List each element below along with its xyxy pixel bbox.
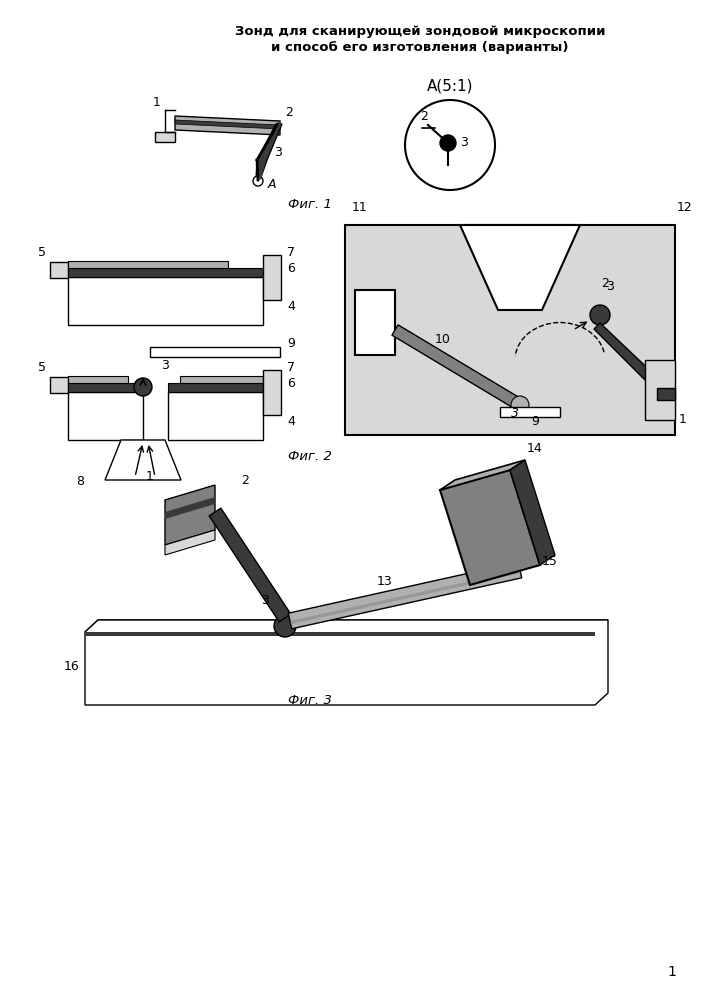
Circle shape <box>590 305 610 325</box>
Text: Фиг. 2: Фиг. 2 <box>288 450 332 464</box>
Text: 8: 8 <box>76 475 84 488</box>
Text: А: А <box>268 178 276 190</box>
Polygon shape <box>175 116 280 135</box>
Polygon shape <box>85 632 595 636</box>
Bar <box>500 407 560 417</box>
Text: Фиг. 1: Фиг. 1 <box>288 198 332 212</box>
Text: 3: 3 <box>606 280 614 293</box>
Text: 16: 16 <box>64 660 80 673</box>
Bar <box>168 392 263 440</box>
Polygon shape <box>209 508 291 622</box>
Text: 14: 14 <box>527 442 543 455</box>
Text: 2: 2 <box>420 110 428 123</box>
Text: 5: 5 <box>38 246 46 259</box>
Text: 1: 1 <box>667 965 677 979</box>
Bar <box>150 347 280 357</box>
Bar <box>50 377 68 393</box>
Text: 3: 3 <box>261 594 269 607</box>
Text: 7: 7 <box>287 246 295 259</box>
Text: 4: 4 <box>287 415 295 428</box>
Bar <box>68 277 263 325</box>
Bar <box>68 376 128 383</box>
Polygon shape <box>165 497 215 519</box>
Polygon shape <box>165 530 215 555</box>
Circle shape <box>405 100 495 190</box>
Polygon shape <box>440 460 525 490</box>
Polygon shape <box>85 620 608 705</box>
Text: 6: 6 <box>287 262 295 275</box>
Text: 3: 3 <box>460 136 468 149</box>
Text: 7: 7 <box>287 361 295 374</box>
Polygon shape <box>105 440 181 480</box>
Text: 1: 1 <box>153 97 161 109</box>
Text: А(5:1): А(5:1) <box>427 79 473 94</box>
Circle shape <box>253 176 263 186</box>
Bar <box>168 383 263 392</box>
Bar <box>645 360 675 420</box>
Circle shape <box>134 378 152 396</box>
Bar <box>50 262 68 278</box>
Polygon shape <box>165 485 215 545</box>
Text: 2: 2 <box>241 474 249 487</box>
Polygon shape <box>460 225 580 310</box>
Bar <box>657 388 675 400</box>
Bar <box>345 225 675 435</box>
Text: 3: 3 <box>511 407 519 420</box>
Text: 2: 2 <box>601 277 609 290</box>
Bar <box>68 268 263 277</box>
Text: 4: 4 <box>287 300 295 313</box>
Bar <box>263 255 281 300</box>
Polygon shape <box>256 124 282 180</box>
Text: 6: 6 <box>287 377 295 390</box>
Polygon shape <box>392 325 523 410</box>
Text: 15: 15 <box>542 555 558 568</box>
Text: 11: 11 <box>352 201 368 214</box>
Text: 9: 9 <box>531 415 539 428</box>
Bar <box>68 261 228 268</box>
Text: 13: 13 <box>377 575 393 588</box>
Bar <box>180 376 263 383</box>
Polygon shape <box>594 323 660 395</box>
Circle shape <box>511 396 529 414</box>
Text: 9: 9 <box>287 337 295 350</box>
Text: Зонд для сканирующей зондовой микроскопии: Зонд для сканирующей зондовой микроскопи… <box>235 25 605 38</box>
Text: 3: 3 <box>274 145 282 158</box>
Bar <box>68 392 143 440</box>
Text: 1: 1 <box>679 413 687 426</box>
Text: 3: 3 <box>161 359 169 372</box>
Text: Фиг. 3: Фиг. 3 <box>288 694 332 706</box>
Bar <box>263 370 281 415</box>
Text: 5: 5 <box>38 361 46 374</box>
Text: 2: 2 <box>285 105 293 118</box>
Bar <box>68 383 143 392</box>
Polygon shape <box>440 470 540 585</box>
Polygon shape <box>290 570 520 624</box>
Text: 1: 1 <box>146 470 154 483</box>
Text: 12: 12 <box>677 201 693 214</box>
Circle shape <box>440 135 456 151</box>
Bar <box>155 132 175 142</box>
Text: и способ его изготовления (варианты): и способ его изготовления (варианты) <box>271 41 568 54</box>
Text: 10: 10 <box>435 333 451 346</box>
Polygon shape <box>288 562 522 629</box>
Polygon shape <box>85 620 608 632</box>
Circle shape <box>274 615 296 637</box>
Bar <box>355 290 395 355</box>
Polygon shape <box>175 120 280 129</box>
Polygon shape <box>510 460 555 565</box>
